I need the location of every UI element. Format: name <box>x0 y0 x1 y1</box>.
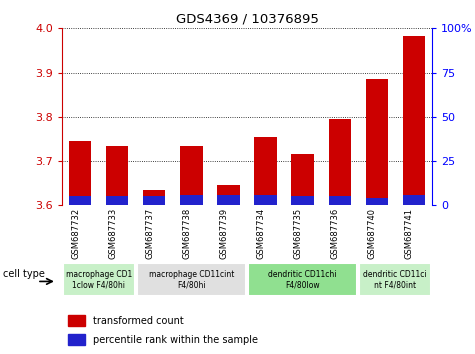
Bar <box>403 36 425 205</box>
Bar <box>292 154 314 205</box>
Bar <box>218 195 239 205</box>
FancyBboxPatch shape <box>359 263 431 296</box>
Text: macrophage CD11cint
F4/80hi: macrophage CD11cint F4/80hi <box>149 270 234 289</box>
Text: percentile rank within the sample: percentile rank within the sample <box>94 335 258 345</box>
Text: GSM687732: GSM687732 <box>71 208 80 259</box>
Text: GSM687741: GSM687741 <box>405 208 414 259</box>
Bar <box>68 334 85 345</box>
Text: GSM687733: GSM687733 <box>108 208 117 259</box>
Bar <box>329 119 351 205</box>
Bar <box>329 196 351 205</box>
Text: dendritic CD11ci
nt F4/80int: dendritic CD11ci nt F4/80int <box>363 270 427 289</box>
Bar <box>255 137 276 205</box>
Bar <box>292 196 314 205</box>
Text: GSM687739: GSM687739 <box>219 208 228 259</box>
Bar <box>180 147 202 205</box>
Bar <box>69 196 91 205</box>
Bar <box>366 198 388 205</box>
Bar <box>255 195 276 205</box>
Text: dendritic CD11chi
F4/80low: dendritic CD11chi F4/80low <box>268 270 337 289</box>
FancyBboxPatch shape <box>137 263 246 296</box>
Bar <box>106 147 128 205</box>
Text: GSM687740: GSM687740 <box>368 208 377 259</box>
Text: transformed count: transformed count <box>94 316 184 326</box>
Text: GSM687737: GSM687737 <box>145 208 154 259</box>
Text: GSM687736: GSM687736 <box>331 208 340 259</box>
Bar <box>143 190 165 205</box>
Text: GSM687738: GSM687738 <box>182 208 191 259</box>
Bar <box>403 195 425 205</box>
Bar <box>366 79 388 205</box>
Bar <box>68 315 85 326</box>
Bar <box>69 141 91 205</box>
Bar <box>180 195 202 205</box>
FancyBboxPatch shape <box>63 263 135 296</box>
Bar <box>143 196 165 205</box>
Title: GDS4369 / 10376895: GDS4369 / 10376895 <box>176 13 318 26</box>
Text: cell type: cell type <box>3 269 45 279</box>
Bar <box>106 196 128 205</box>
FancyBboxPatch shape <box>248 263 357 296</box>
Text: GSM687735: GSM687735 <box>294 208 303 259</box>
Text: macrophage CD1
1clow F4/80hi: macrophage CD1 1clow F4/80hi <box>66 270 132 289</box>
Text: GSM687734: GSM687734 <box>256 208 266 259</box>
Bar <box>218 185 239 205</box>
